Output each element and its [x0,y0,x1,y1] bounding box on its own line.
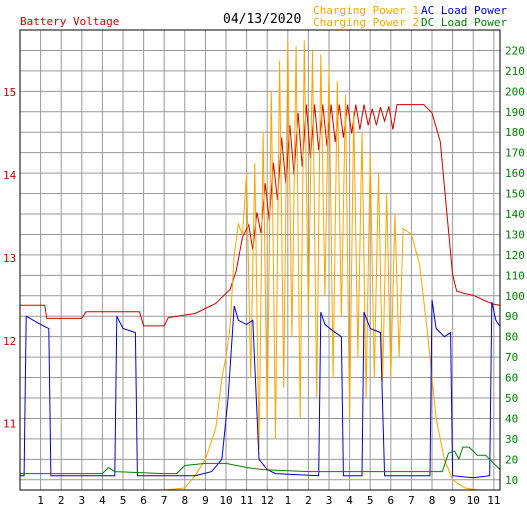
y-right-tick-label: 210 [505,65,525,78]
x-tick-label: 7 [408,494,415,507]
x-tick-label: 7 [161,494,168,507]
x-tick-label: 11 [240,494,253,507]
y-left-tick-label: 12 [3,335,16,348]
y-right-tick-label: 130 [505,228,525,241]
x-tick-label: 2 [58,494,65,507]
x-tick-label: 8 [429,494,436,507]
x-tick-label: 11 [487,494,500,507]
y-left-tick-label: 15 [3,86,16,99]
plot-frame [19,29,501,491]
x-tick-label: 10 [467,494,480,507]
y-right-tick-label: 220 [505,44,525,57]
x-tick-labels: 1 2 3 4 5 6 7 8 9 10 11 12 1 2 3 4 5 6 7 8 9 10 11 [37,494,500,507]
y-left-tick-label: 14 [3,169,17,182]
legend-battery-voltage: Battery Voltage [20,15,119,28]
y-left-tick-label: 11 [3,418,16,431]
y-right-tick-label: 40 [505,412,518,425]
series-line-ac-load-power [20,299,501,479]
x-tick-label: 3 [326,494,333,507]
legend-charging-power-1: Charging Power 1 [313,4,419,17]
legend-dc-load-power: DC Load Power [421,16,507,29]
y-right-tick-label: 30 [505,433,518,446]
x-tick-label: 8 [181,494,188,507]
chart-title: 04/13/2020 [223,12,301,27]
legend-charging-power-2: Charging Power 2 [313,16,419,29]
x-tick-label: 12 [261,494,274,507]
x-tick-label: 10 [219,494,232,507]
x-tick-label: 5 [120,494,127,507]
x-tick-label: 5 [367,494,374,507]
y-right-tick-label: 200 [505,85,525,98]
x-tick-label: 3 [78,494,85,507]
y-right-tick-label: 180 [505,126,525,139]
y-right-tick-label: 160 [505,167,525,180]
y-right-tick-label: 170 [505,147,525,160]
plot-background [20,30,500,490]
y-right-tick-label: 140 [505,208,525,221]
x-tick-label: 6 [388,494,395,507]
y-left-tick-labels: 11 12 13 14 15 [3,86,17,431]
y-right-tick-label: 120 [505,249,525,262]
series-layer [20,40,501,491]
y-right-tick-label: 100 [505,290,525,303]
series-line-dc-load-power [20,446,501,475]
y-right-tick-label: 110 [505,269,525,282]
x-tick-label: 1 [37,494,44,507]
y-right-tick-label: 60 [505,372,518,385]
series-line-charging-power [20,40,500,491]
y-right-tick-label: 70 [505,351,518,364]
y-right-tick-label: 80 [505,331,518,344]
series-line-battery-voltage [20,104,501,327]
legend-ac-load-power: AC Load Power [421,4,507,17]
y-right-tick-labels: 10 20 30 40 50 60 70 80 90 100 110 120 130 140 150 160 1… [505,44,525,486]
x-tick-label: 9 [449,494,456,507]
grid [20,30,500,490]
y-right-tick-label: 10 [505,474,518,487]
y-right-tick-label: 90 [505,310,518,323]
x-tick-label: 4 [99,494,106,507]
y-right-tick-label: 20 [505,453,518,466]
x-tick-label: 6 [140,494,147,507]
y-right-tick-label: 190 [505,106,525,119]
x-tick-label: 9 [202,494,209,507]
y-left-tick-label: 13 [3,252,16,265]
y-right-tick-label: 50 [505,392,518,405]
y-right-tick-label: 150 [505,188,525,201]
x-tick-label: 1 [284,494,291,507]
x-tick-label: 2 [305,494,312,507]
x-tick-label: 4 [346,494,353,507]
